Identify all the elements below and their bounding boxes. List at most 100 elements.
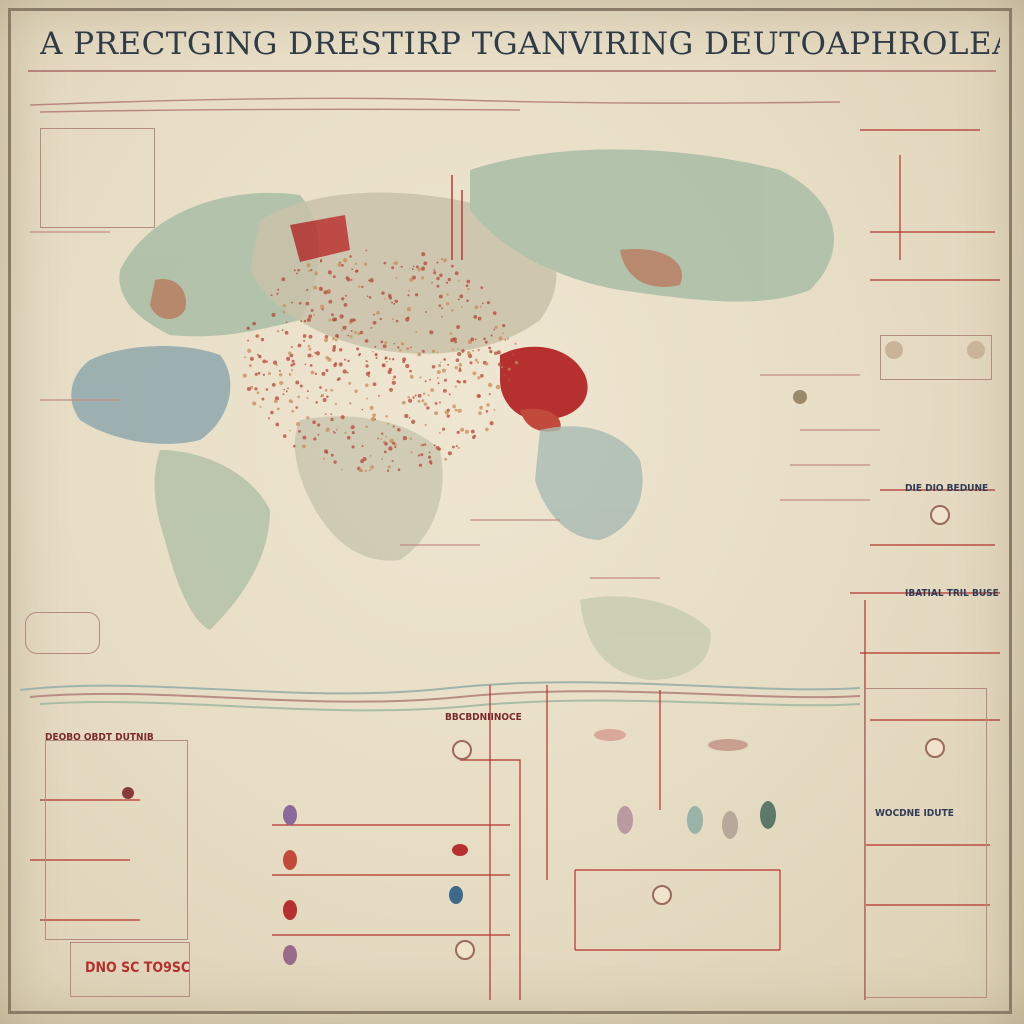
map-dot — [385, 414, 388, 418]
map-dot — [261, 397, 265, 401]
map-dot — [399, 349, 402, 352]
map-dot — [485, 362, 489, 366]
map-dot — [267, 417, 270, 420]
map-dot — [314, 372, 318, 376]
map-dot — [395, 276, 398, 279]
map-dot — [357, 285, 361, 288]
map-dot — [436, 284, 440, 288]
map-dot — [267, 371, 271, 376]
map-dot — [325, 355, 330, 360]
map-dot — [394, 299, 399, 304]
map-dot — [332, 275, 336, 279]
map-dot — [278, 369, 281, 372]
map-dot — [345, 294, 348, 297]
map-dot — [452, 337, 455, 340]
map-dot — [477, 348, 480, 352]
map-dot — [393, 375, 397, 379]
map-dot — [334, 338, 338, 342]
map-dot — [485, 410, 489, 413]
map-dot — [480, 373, 484, 378]
map-dot — [504, 339, 507, 341]
map-dot — [488, 393, 491, 396]
map-dot — [246, 326, 250, 330]
map-dot — [359, 330, 364, 335]
map-dot — [410, 451, 413, 454]
map-dot — [330, 453, 334, 457]
map-dot — [277, 288, 280, 291]
map-dot — [458, 368, 462, 373]
map-dot — [307, 344, 311, 348]
map-dot — [498, 336, 503, 341]
map-dot — [441, 368, 446, 373]
map-dot — [338, 362, 343, 367]
map-dot — [349, 255, 352, 258]
bottom-figures — [122, 341, 985, 965]
map-dot — [496, 350, 501, 355]
map-dot — [366, 295, 369, 298]
map-dot — [452, 404, 456, 409]
map-dot — [408, 398, 413, 403]
map-dot — [473, 314, 478, 319]
map-dot — [405, 363, 410, 369]
map-dot — [460, 427, 465, 432]
map-dot — [256, 353, 259, 356]
map-dot — [489, 349, 493, 354]
map-dot — [247, 348, 252, 353]
map-dot — [507, 367, 511, 371]
map-dot — [436, 370, 441, 375]
map-dot — [467, 287, 470, 291]
map-dot — [370, 465, 375, 470]
map-dot — [356, 347, 360, 351]
map-dot — [462, 379, 467, 384]
map-dot — [282, 393, 285, 396]
map-dot — [361, 408, 364, 411]
map-dot — [447, 451, 453, 456]
map-dot — [448, 393, 451, 396]
map-dot — [357, 332, 361, 336]
map-dot — [411, 419, 416, 424]
map-dot — [420, 444, 423, 447]
map-dot — [392, 441, 396, 445]
map-dot — [383, 450, 387, 454]
map-dot — [324, 335, 329, 339]
map-dot — [445, 281, 449, 284]
map-dot — [507, 378, 512, 383]
map-dot — [438, 294, 443, 299]
map-dot — [360, 459, 365, 464]
map-dot — [372, 413, 376, 418]
map-dot — [323, 290, 328, 295]
map-dot — [457, 280, 460, 282]
map-dot — [344, 431, 347, 435]
map-dot — [310, 308, 314, 312]
map-dot — [291, 359, 295, 363]
map-dot — [320, 393, 325, 398]
map-dot — [433, 444, 436, 447]
map-dot — [410, 346, 412, 349]
map-dot — [381, 458, 384, 460]
map-dot — [435, 446, 440, 450]
map-dot — [288, 351, 292, 355]
map-dot — [429, 330, 434, 335]
map-dot — [439, 361, 442, 364]
map-dot — [291, 409, 295, 413]
map-dot — [252, 401, 257, 406]
map-dot — [424, 443, 427, 446]
map-dot — [325, 369, 329, 372]
map-center-landmass — [250, 149, 834, 354]
map-dot — [290, 346, 293, 348]
map-dot — [306, 416, 310, 420]
map-dot — [433, 271, 437, 275]
map-dot — [495, 384, 501, 390]
map-dot — [457, 447, 460, 449]
map-dot — [364, 339, 369, 343]
sidebar-right-label-1: DIE DIO BEDUNE — [905, 483, 989, 494]
map-dot — [324, 388, 328, 392]
map-dot — [427, 455, 432, 459]
map-dot — [310, 268, 313, 272]
map-dot — [275, 422, 280, 427]
map-dot — [473, 434, 476, 437]
title-divider — [28, 70, 996, 72]
map-dot — [459, 294, 464, 299]
map-dot — [397, 346, 400, 349]
map-dot — [436, 261, 439, 264]
